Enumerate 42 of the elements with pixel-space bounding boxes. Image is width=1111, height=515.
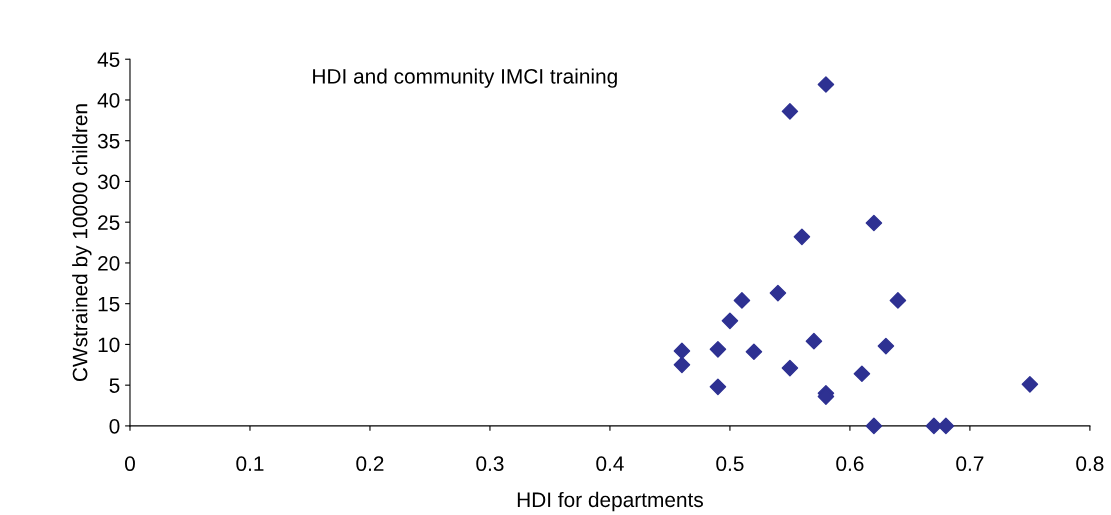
point xyxy=(709,378,727,396)
point xyxy=(817,76,835,93)
x-tick-label: 0.8 xyxy=(1076,456,1104,472)
y-axis-title: CWstrained by 10000 children xyxy=(72,104,92,382)
y-tick-label: 5 xyxy=(109,378,120,393)
chart-title: HDI and community IMCI training xyxy=(313,68,617,88)
x-tick-label: 0.7 xyxy=(956,456,984,472)
y-tick-label: 20 xyxy=(98,255,120,271)
y-tick-label: 35 xyxy=(97,133,120,149)
point xyxy=(733,292,751,309)
point xyxy=(865,417,883,435)
x-tick-label: 0.6 xyxy=(836,456,864,472)
point xyxy=(745,343,763,361)
point xyxy=(709,341,727,358)
y-tick-label: 40 xyxy=(97,92,120,108)
x-tick-label: 0.4 xyxy=(596,456,624,472)
y-tick-label: 10 xyxy=(98,337,120,353)
x-tick-label: 0.5 xyxy=(716,456,744,472)
point xyxy=(673,342,691,360)
x-tick-label: 0.2 xyxy=(356,456,384,472)
point xyxy=(1021,376,1039,393)
point xyxy=(673,356,691,374)
x-tick-label: 0.1 xyxy=(236,456,264,472)
point xyxy=(889,292,907,309)
point xyxy=(721,312,739,330)
x-tick-label: 0.3 xyxy=(476,456,504,472)
point xyxy=(769,284,787,302)
y-tick-label: 0 xyxy=(109,418,120,434)
point xyxy=(805,332,823,350)
y-tick-label: 15 xyxy=(98,296,120,312)
point xyxy=(793,228,811,246)
point xyxy=(781,103,799,120)
x-tick-label: 0 xyxy=(125,456,135,472)
point xyxy=(937,417,955,435)
point xyxy=(853,365,871,383)
point xyxy=(865,214,883,232)
point xyxy=(877,337,895,355)
x-axis-title: HDI for departments xyxy=(517,491,703,512)
point xyxy=(781,359,799,377)
y-tick-label: 45 xyxy=(97,52,120,67)
y-tick-label: 25 xyxy=(98,215,120,230)
y-tick-label: 30 xyxy=(97,174,120,190)
